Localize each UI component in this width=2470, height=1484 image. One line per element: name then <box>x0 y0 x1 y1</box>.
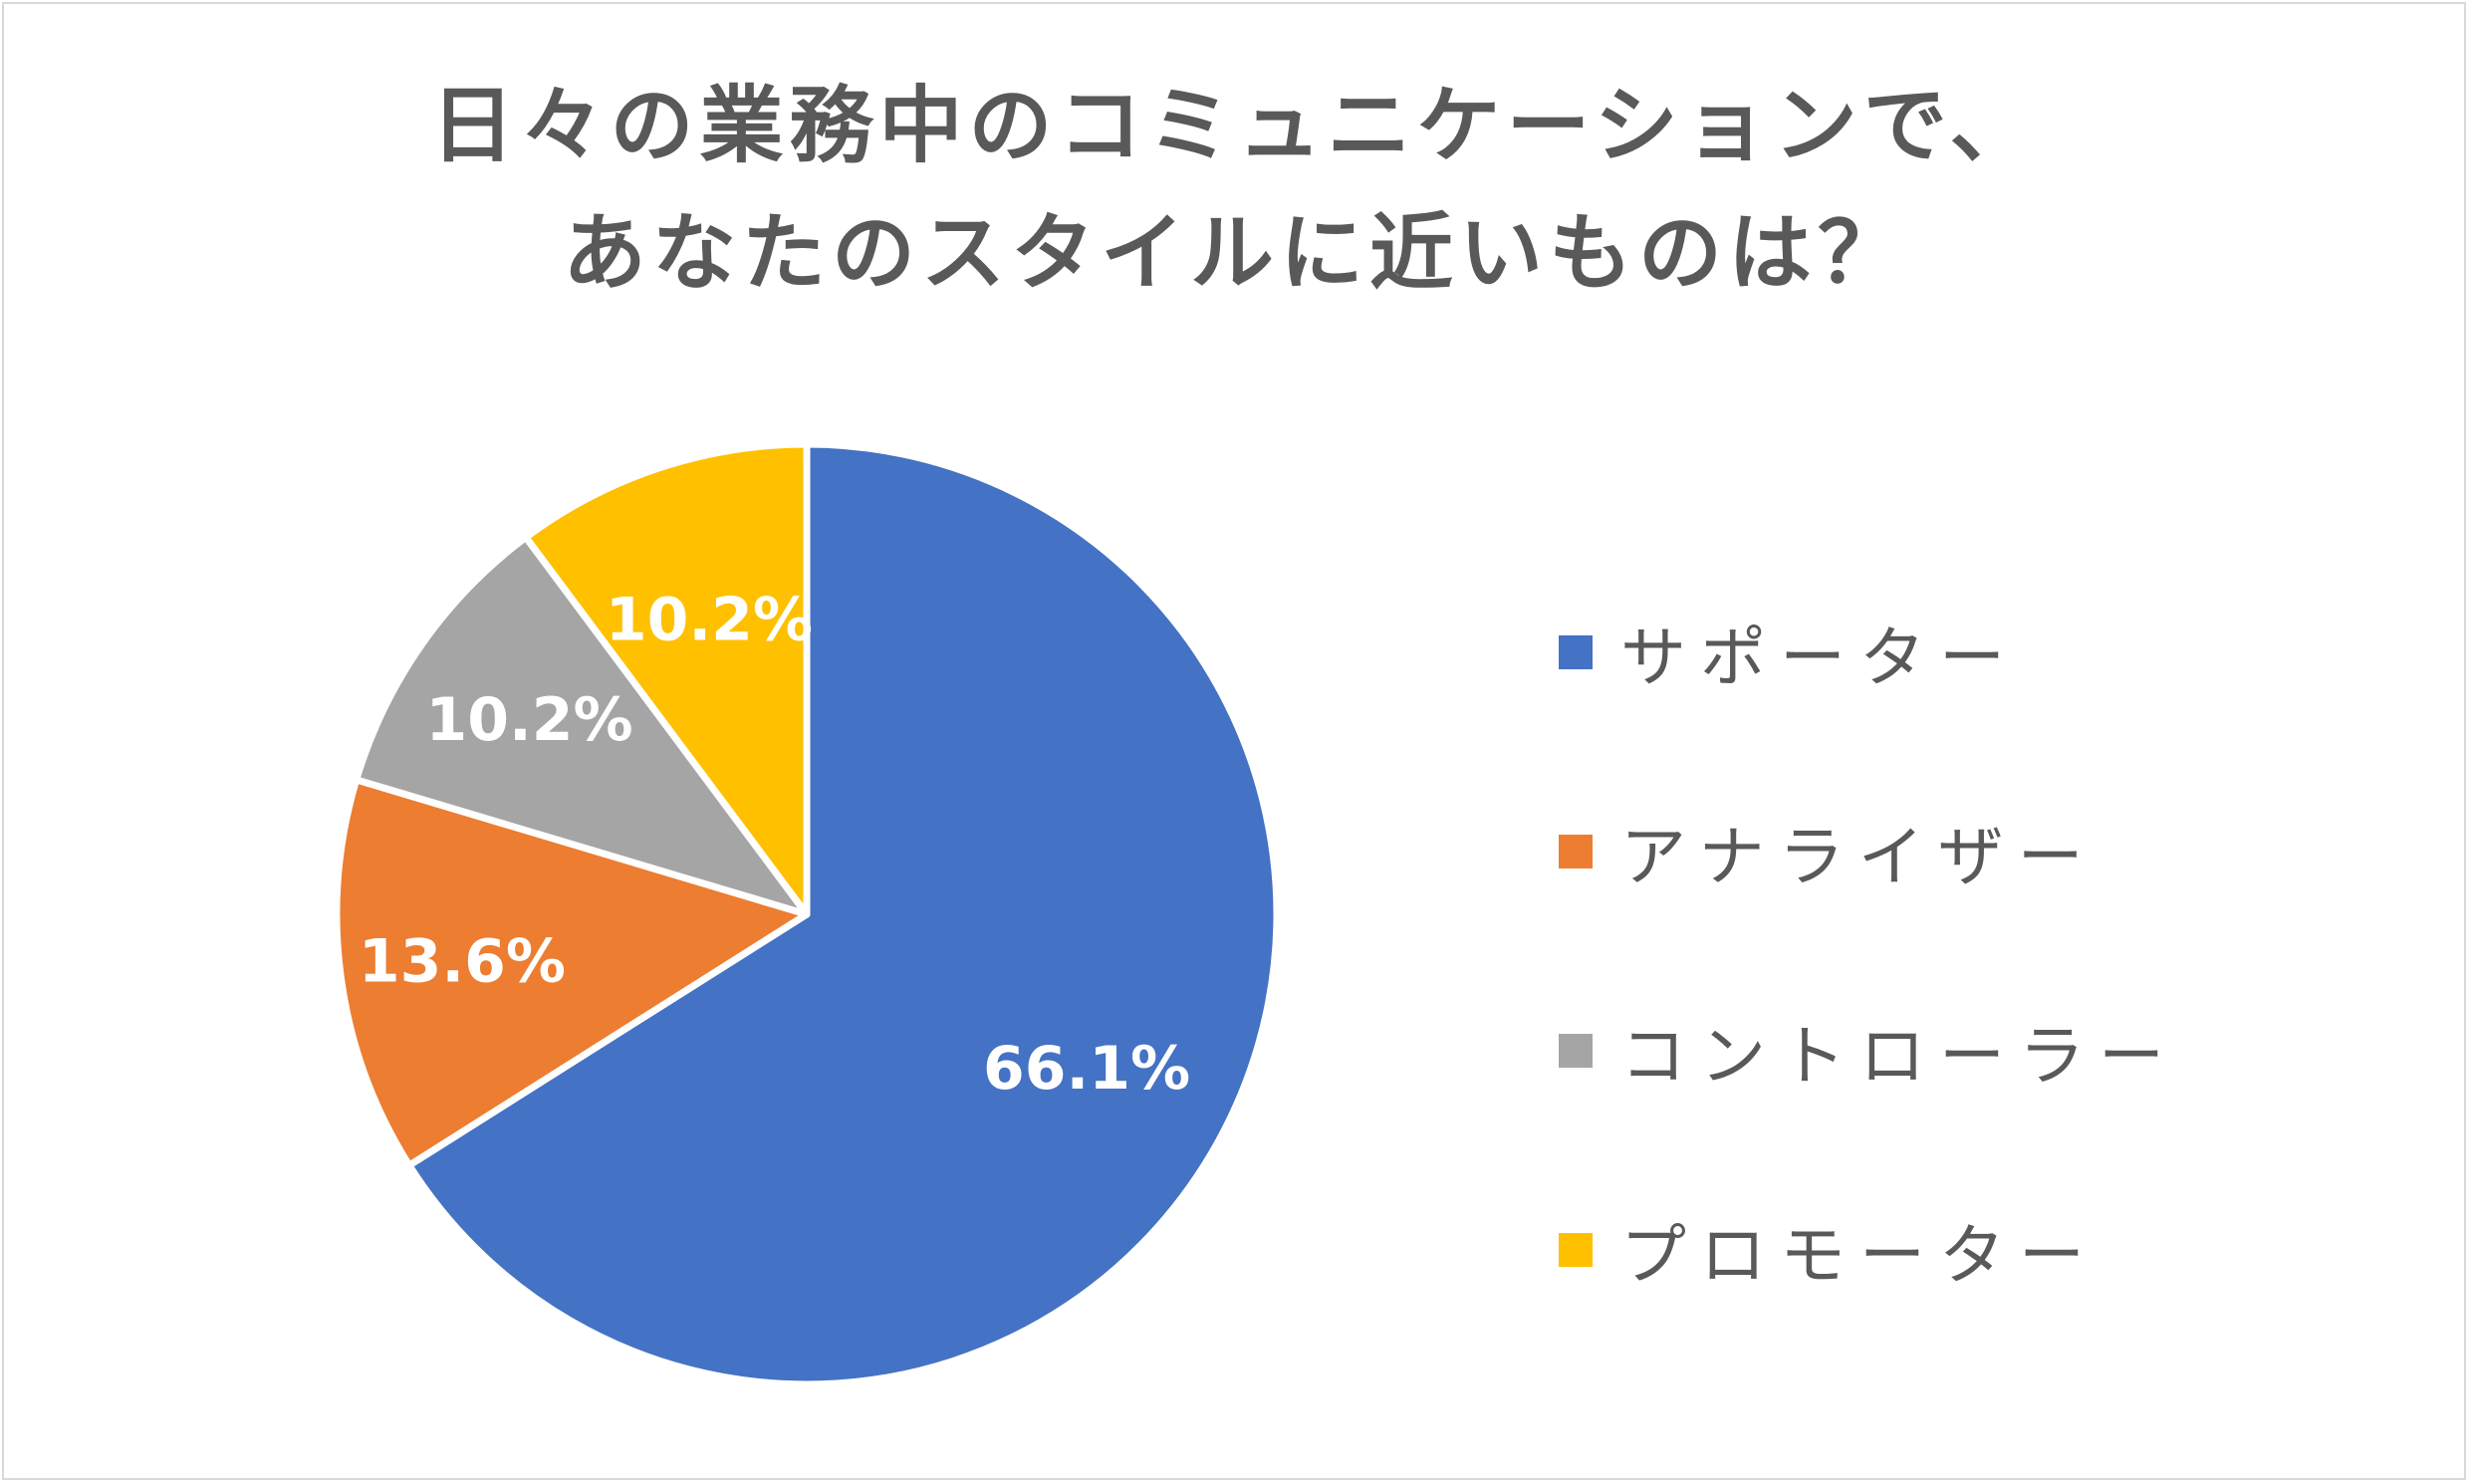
pie-data-labels: 66.1% 13.6% 10.2% 10.2% <box>359 585 1190 1104</box>
legend-item-3: コントローラー <box>1559 951 2178 1150</box>
pie-slice-4 <box>522 440 811 918</box>
legend-label-1: サポーター <box>1620 619 2019 696</box>
legend-item-1: サポーター <box>1559 553 2178 752</box>
pie-slice-2 <box>333 776 811 1169</box>
pie-slice-1 <box>405 440 1281 1388</box>
chart-title: 日々の業務中のコミュニケーションで、 あなたのスタイルに近いものは？ <box>0 62 2470 317</box>
data-label-1: 66.1% <box>983 1034 1190 1104</box>
data-label-3: 10.2% <box>425 685 632 755</box>
chart-title-line-1: 日々の業務中のコミュニケーションで、 <box>430 77 2040 174</box>
data-label-2: 13.6% <box>359 927 566 997</box>
legend-swatch-2 <box>1559 835 1593 868</box>
legend-swatch-3 <box>1559 1034 1593 1068</box>
pie-slices <box>333 440 1281 1388</box>
legend-item-4: プロモーター <box>1559 1150 2178 1350</box>
legend-label-3: コントローラー <box>1620 1018 2178 1095</box>
chart-legend: サポーターアナライザーコントローラー プロモーター <box>1559 553 2178 1350</box>
pie-slice-3 <box>353 533 811 918</box>
chart-title-line-2: あなたのスタイルに近いものは？ <box>562 204 1907 302</box>
legend-swatch-4 <box>1559 1233 1593 1267</box>
legend-label-2: アナライザー <box>1620 819 2098 895</box>
legend-swatch-1 <box>1559 635 1593 669</box>
legend-item-2: アナライザー <box>1559 752 2178 951</box>
data-label-4: 10.2% <box>606 585 813 654</box>
legend-label-4: プロモーター <box>1620 1217 2099 1294</box>
